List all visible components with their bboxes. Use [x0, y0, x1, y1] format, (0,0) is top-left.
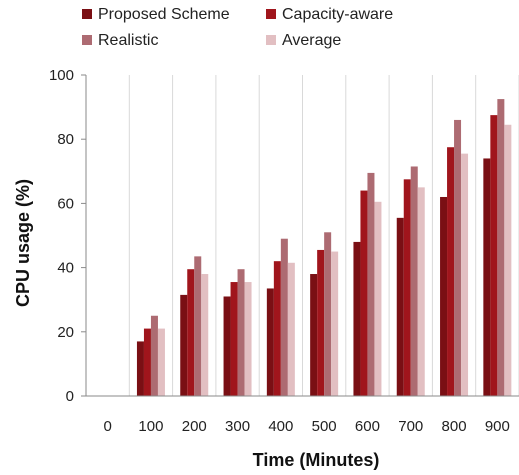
- x-tick-label: 500: [312, 418, 337, 435]
- legend-swatch-capacity-aware: [266, 9, 276, 19]
- x-tick-label: 800: [442, 418, 467, 435]
- x-tick-label: 400: [268, 418, 293, 435]
- x-axis-title: Time (Minutes): [253, 450, 380, 470]
- bar-realistic-300: [237, 269, 245, 396]
- bar-capacity-aware-200: [187, 269, 195, 396]
- chart-bars: [136, 99, 512, 396]
- bar-realistic-700: [410, 166, 418, 396]
- chart-gridlines: [85, 75, 519, 396]
- bar-capacity-aware-400: [273, 261, 281, 396]
- bar-proposed-scheme-400: [266, 288, 274, 396]
- x-tick-label: 0: [103, 418, 111, 435]
- x-tick-label: 600: [355, 418, 380, 435]
- y-tick-label: 60: [57, 195, 74, 212]
- legend-label-proposed-scheme: Proposed Scheme: [98, 6, 230, 23]
- bar-proposed-scheme-100: [136, 341, 144, 396]
- bar-realistic-900: [497, 99, 505, 396]
- y-tick-label: 40: [57, 260, 74, 277]
- y-axis-tick-labels: 0 20 40 60 80 100: [49, 67, 74, 405]
- legend-label-capacity-aware: Capacity-aware: [282, 6, 393, 23]
- x-axis-tick-labels: 0 100 200 300 400 500 600 700 800 900: [103, 418, 509, 435]
- bar-realistic-200: [194, 256, 202, 396]
- bar-capacity-aware-800: [447, 147, 455, 396]
- legend-swatch-proposed-scheme: [82, 9, 92, 19]
- bar-average-600: [374, 201, 382, 396]
- y-tick-label: 20: [57, 324, 74, 341]
- chart-axes: [81, 74, 519, 397]
- bar-capacity-aware-100: [143, 328, 151, 396]
- x-tick-label: 300: [225, 418, 250, 435]
- bar-proposed-scheme-600: [353, 241, 361, 396]
- legend-label-realistic: Realistic: [98, 32, 158, 49]
- bar-proposed-scheme-300: [223, 296, 231, 396]
- legend-label-average: Average: [282, 32, 341, 49]
- y-axis-title: CPU usage (%): [13, 179, 33, 307]
- bar-average-800: [461, 153, 469, 396]
- bar-proposed-scheme-800: [440, 196, 448, 396]
- x-tick-label: 700: [398, 418, 423, 435]
- bar-realistic-800: [454, 119, 462, 396]
- y-tick-label: 0: [66, 388, 74, 405]
- bar-proposed-scheme-900: [483, 158, 491, 396]
- bar-average-900: [504, 124, 512, 396]
- bar-average-400: [287, 262, 295, 396]
- y-tick-label: 100: [49, 67, 74, 84]
- bar-average-300: [244, 282, 252, 396]
- x-tick-label: 100: [138, 418, 163, 435]
- bar-realistic-500: [324, 232, 332, 396]
- bar-average-100: [157, 328, 165, 396]
- bar-average-500: [331, 251, 339, 396]
- y-tick-label: 80: [57, 131, 74, 148]
- bar-average-200: [201, 274, 209, 396]
- bar-capacity-aware-700: [403, 179, 411, 396]
- bar-proposed-scheme-700: [396, 217, 404, 396]
- bar-capacity-aware-500: [317, 249, 325, 396]
- legend-swatch-average: [266, 35, 276, 45]
- bar-realistic-600: [367, 172, 375, 396]
- legend-swatch-realistic: [82, 35, 92, 45]
- bar-capacity-aware-600: [360, 190, 368, 396]
- bar-realistic-400: [280, 238, 288, 396]
- bar-capacity-aware-300: [230, 282, 238, 396]
- bar-average-700: [417, 187, 425, 396]
- bar-capacity-aware-900: [490, 115, 498, 396]
- chart-legend: Proposed Scheme Capacity-aware Realistic…: [82, 6, 393, 49]
- x-tick-label: 200: [182, 418, 207, 435]
- bar-realistic-100: [150, 315, 158, 396]
- bar-proposed-scheme-500: [310, 274, 318, 396]
- bar-proposed-scheme-200: [180, 294, 188, 396]
- x-tick-label: 900: [485, 418, 510, 435]
